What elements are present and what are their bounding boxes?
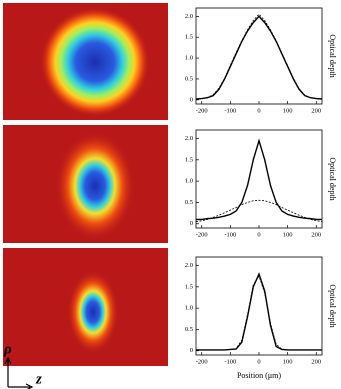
plot-frame [195, 256, 323, 356]
dashed-line [195, 13, 323, 100]
x-tick-label: -100 [224, 231, 236, 238]
y-tick-label: 0 [190, 220, 193, 227]
x-tick-label: 100 [283, 231, 293, 238]
atom-cloud [55, 131, 135, 241]
y-tick-label: 1.0 [185, 178, 193, 185]
y-tick-label: 2.0 [185, 262, 193, 269]
y-tick-label: 1.5 [185, 34, 193, 41]
x-tick-label: 200 [311, 231, 321, 238]
x-tick-label: 0 [257, 231, 260, 238]
x-tick-label: 100 [283, 107, 293, 114]
x-axis-label: Position (μm) [237, 371, 281, 380]
plot-frame [195, 7, 323, 105]
y-tick-label: 1.0 [185, 305, 193, 312]
y-tick-label: 0 [190, 96, 193, 103]
rho-arrow [4, 356, 12, 387]
y-tick-label: 2.0 [185, 135, 193, 142]
rho-label: ρ [3, 341, 12, 357]
dashed-line [196, 275, 322, 351]
y-tick-label: 0.5 [185, 199, 193, 206]
x-tick-label: -100 [224, 107, 236, 114]
x-tick-label: -100 [224, 358, 236, 365]
data-line [195, 15, 323, 100]
x-tick-label: 100 [283, 358, 293, 365]
axes-arrows [4, 356, 34, 389]
x-tick-label: -200 [196, 107, 208, 114]
y-tick-label: 0.5 [185, 326, 193, 333]
y-tick-label: 2.0 [185, 13, 193, 20]
dashed-line [195, 199, 323, 223]
y-axis-label: Optical depth [328, 34, 337, 77]
plot-frame [195, 129, 323, 229]
absorption-images [3, 3, 168, 366]
y-tick-label: 0 [190, 347, 193, 354]
data-line [196, 272, 322, 351]
y-tick-label: 0.5 [185, 75, 193, 82]
x-tick-label: 0 [257, 358, 260, 365]
z-arrow [8, 383, 34, 389]
y-tick-label: 1.5 [185, 156, 193, 163]
atom-cloud [40, 7, 150, 117]
x-tick-label: 0 [257, 107, 260, 114]
y-axis-label: Optical depth [328, 284, 337, 327]
x-tick-label: 200 [311, 107, 321, 114]
y-tick-label: 1.5 [185, 283, 193, 290]
x-tick-label: 200 [311, 358, 321, 365]
x-tick-label: -200 [196, 231, 208, 238]
z-label: z [35, 371, 42, 387]
data-line [196, 138, 322, 221]
y-axis-label: Optical depth [328, 157, 337, 200]
x-tick-label: -200 [196, 358, 208, 365]
atom-cloud [67, 270, 119, 354]
y-tick-label: 1.0 [185, 55, 193, 62]
